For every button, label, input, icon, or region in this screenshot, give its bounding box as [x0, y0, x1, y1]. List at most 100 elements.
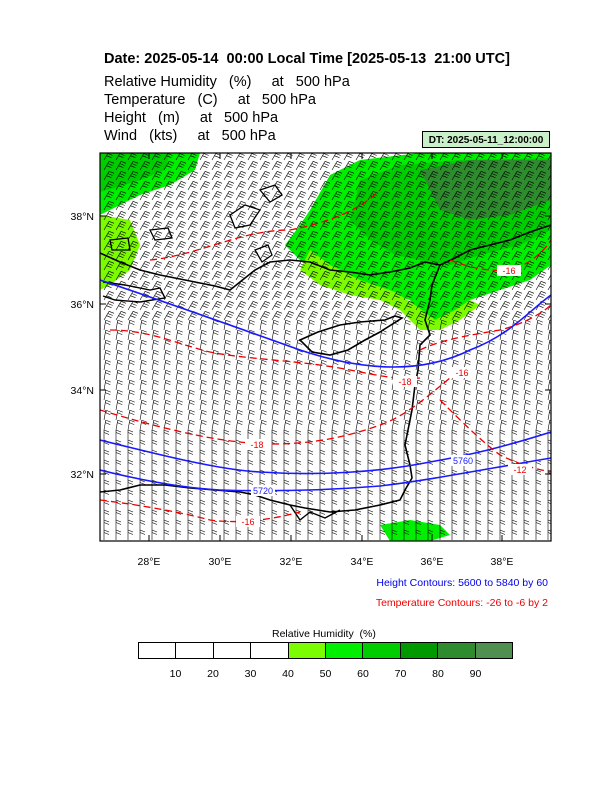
wind-barb	[187, 439, 194, 450]
wind-barb	[487, 161, 499, 171]
colorbar-segment	[288, 643, 327, 658]
wind-barb	[427, 251, 439, 261]
wind-barb	[175, 519, 182, 530]
wind-barb	[475, 291, 487, 301]
wind-barb	[211, 191, 223, 201]
wind-barb	[367, 201, 379, 211]
wind-barb	[355, 389, 363, 401]
wind-barb	[391, 301, 403, 311]
wind-barb	[295, 409, 303, 421]
wind-barb	[223, 399, 231, 411]
wind-barb	[415, 221, 427, 231]
wind-barb	[511, 389, 519, 401]
wind-barb	[175, 301, 187, 311]
wind-barb	[355, 291, 367, 301]
wind-barb	[379, 359, 387, 371]
wind-barb	[115, 329, 123, 341]
wind-barb	[187, 499, 194, 510]
wind-barb	[415, 191, 427, 201]
wind-barb	[175, 409, 183, 421]
wind-barb	[283, 271, 295, 281]
wind-barb	[427, 429, 434, 440]
wind-barb	[319, 529, 326, 540]
wind-barb	[475, 379, 483, 391]
wind-barb	[319, 459, 326, 470]
wind-barb	[151, 221, 163, 231]
wind-barb	[163, 359, 171, 371]
wind-barb	[295, 379, 303, 391]
wind-barb	[151, 429, 158, 440]
wind-barb	[319, 311, 331, 321]
wind-barb	[247, 459, 254, 470]
wind-barb	[211, 329, 219, 341]
wind-barb	[463, 339, 471, 351]
wind-barb	[415, 161, 427, 171]
wind-barb	[103, 349, 111, 361]
wind-barb	[103, 519, 110, 530]
wind-barb	[415, 519, 422, 530]
wind-barb	[379, 379, 387, 391]
wind-barb	[115, 479, 122, 490]
wind-barb	[427, 191, 439, 201]
wind-barb	[499, 359, 507, 371]
wind-barb	[151, 349, 159, 361]
wind-barb	[355, 251, 367, 261]
wind-barb	[259, 379, 267, 391]
wind-barb	[307, 459, 314, 470]
wind-barb	[223, 339, 231, 351]
wind-barb	[259, 349, 267, 361]
wind-barb	[127, 369, 135, 381]
wind-barb	[247, 191, 259, 201]
wind-barb	[223, 161, 235, 171]
coastline-rhodes	[254, 244, 273, 263]
lon-label: 32°E	[280, 556, 303, 568]
wind-barb	[127, 449, 134, 460]
wind-barb	[331, 459, 338, 470]
wind-barb	[391, 439, 398, 450]
wind-barb	[127, 499, 134, 510]
wind-barb	[487, 409, 495, 421]
wind-barb	[499, 479, 506, 490]
wind-barb	[511, 241, 523, 251]
wind-barb	[367, 449, 374, 460]
wind-barb	[499, 161, 511, 171]
wind-barb	[355, 449, 362, 460]
wind-barb	[283, 301, 295, 311]
wind-barb	[427, 399, 435, 411]
wind-barb	[211, 181, 223, 191]
wind-barb	[415, 231, 427, 241]
wind-barb	[343, 221, 355, 231]
wind-barb	[355, 379, 363, 391]
wind-barb	[439, 459, 446, 470]
wind-barb	[235, 281, 247, 291]
wind-barb	[247, 499, 254, 510]
colorbar-segment	[438, 643, 476, 658]
wind-barb	[451, 479, 458, 490]
wind-barb	[391, 329, 399, 341]
wind-barb	[523, 181, 535, 191]
wind-barb	[487, 449, 494, 460]
wind-barb	[259, 171, 271, 181]
wind-barb	[427, 439, 434, 450]
wind-barb	[163, 459, 170, 470]
wind-barb	[331, 171, 343, 181]
wind-barb	[307, 529, 314, 540]
wind-barb	[319, 399, 327, 411]
wind-barb	[163, 429, 170, 440]
wind-barb	[307, 311, 319, 321]
wind-barb	[463, 409, 471, 421]
wind-barb	[247, 529, 254, 540]
wind-barb	[427, 419, 435, 431]
wind-barb	[175, 201, 187, 211]
wind-barb	[475, 399, 483, 411]
wind-barb	[535, 291, 547, 301]
wind-barb	[259, 221, 271, 231]
wind-barb	[475, 369, 483, 381]
humidity-area-edge	[300, 250, 480, 330]
wind-barb	[307, 419, 315, 431]
coastline-nile-delta	[289, 504, 341, 522]
wind-barb	[403, 519, 410, 530]
wind-barb	[283, 409, 291, 421]
wind-barb	[319, 281, 331, 291]
wind-barb	[475, 181, 487, 191]
